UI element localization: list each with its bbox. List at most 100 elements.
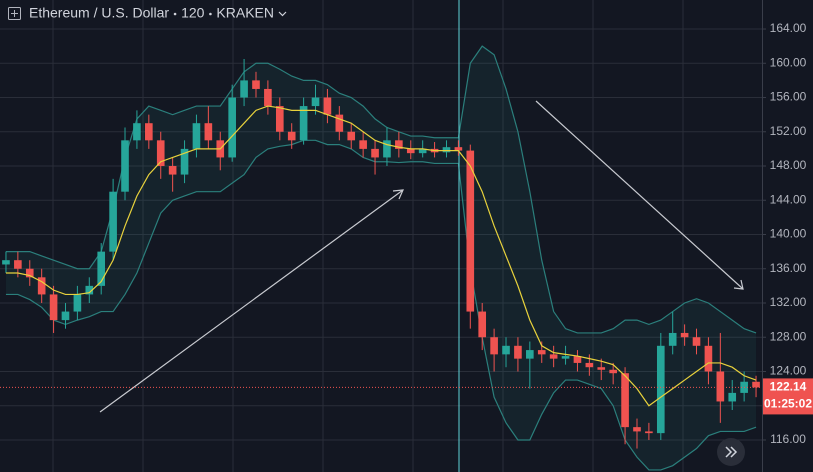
candle-body — [275, 106, 284, 132]
candle-body — [561, 356, 570, 359]
header: Ethereum / U.S. Dollar 120 KRAKEN — [8, 5, 287, 21]
candle-body — [240, 80, 248, 98]
candle-body — [73, 294, 82, 312]
last-price-box — [763, 378, 813, 415]
candle-body — [335, 114, 344, 132]
separator — [173, 12, 177, 16]
time-grid — [52, 0, 684, 472]
candle-body — [168, 166, 177, 175]
candle-body — [49, 294, 58, 321]
grid — [0, 28, 762, 441]
candle-body — [323, 97, 332, 115]
y-tick-label: 160.00 — [770, 55, 807, 69]
candle-body — [61, 311, 70, 321]
candle-body — [97, 251, 106, 286]
candle-body — [668, 332, 677, 346]
candles — [2, 58, 760, 449]
trend-arrow-up — [99, 189, 404, 413]
y-tick-label: 132.00 — [770, 295, 807, 309]
candle-body — [25, 268, 34, 278]
candle-body — [597, 367, 606, 370]
candle-body — [299, 106, 308, 141]
candle-body — [14, 260, 22, 269]
candle-body — [180, 148, 189, 175]
candle-body — [133, 123, 141, 141]
y-tick-label: 140.00 — [770, 227, 807, 241]
y-tick-label: 156.00 — [770, 90, 807, 104]
candle-body — [145, 123, 153, 141]
candle-body — [156, 140, 165, 167]
band-upper — [5, 45, 757, 334]
candle-body — [585, 362, 594, 368]
candle-body — [680, 332, 689, 338]
candle-body — [537, 350, 546, 355]
arrow-head — [733, 279, 744, 290]
candle-body — [490, 337, 498, 355]
scroll-button[interactable] — [717, 438, 745, 466]
candle-body — [442, 147, 451, 153]
dropdown-chevron[interactable] — [278, 11, 287, 17]
last-price: 122.14 01:25:02 — [0, 378, 813, 415]
candle-body — [85, 285, 94, 295]
y-tick-label: 128.00 — [770, 329, 807, 343]
candle-body — [502, 345, 510, 355]
symbol-title: Ethereum / U.S. Dollar — [29, 5, 169, 21]
band-lower — [5, 139, 757, 471]
exchange: KRAKEN — [216, 5, 274, 21]
candle-body — [573, 356, 582, 363]
candle-body — [192, 123, 201, 149]
expand-icon[interactable] — [8, 7, 21, 20]
candle-body — [645, 431, 653, 434]
candle-body — [287, 131, 296, 141]
candle-body — [359, 140, 367, 149]
candle-body — [371, 148, 379, 158]
separator — [209, 12, 212, 16]
trend-arrow-down — [535, 100, 744, 290]
candle-body — [406, 148, 415, 154]
candle-body — [514, 345, 522, 359]
candle-body — [621, 373, 629, 428]
y-tick-label: 116.00 — [770, 432, 806, 446]
candle-body — [109, 191, 117, 252]
y-tick-label: 152.00 — [770, 124, 807, 138]
candle-body — [704, 345, 713, 372]
moving-average — [5, 105, 757, 407]
candle-body — [526, 350, 534, 359]
price-axis-labels: 116.00120.00124.00128.00132.00136.00140.… — [762, 21, 807, 446]
y-tick-label: 148.00 — [770, 158, 807, 172]
y-tick-label: 164.00 — [770, 21, 807, 35]
candle-body — [37, 277, 46, 295]
candle-body — [347, 131, 356, 141]
candle-body — [549, 354, 558, 359]
candle-body — [228, 97, 236, 158]
candle-body — [466, 150, 475, 312]
chevron — [725, 446, 733, 458]
candle-body — [633, 427, 641, 432]
candle-body — [656, 345, 665, 434]
arrow-head — [392, 189, 404, 200]
candle-body — [692, 337, 701, 346]
candle-body — [395, 140, 403, 149]
chevron — [730, 446, 738, 458]
last-price-label: 122.14 — [770, 380, 807, 394]
candle-body — [121, 140, 129, 192]
ma-line — [5, 105, 757, 407]
candle-body — [383, 140, 391, 158]
interval: 120 — [181, 5, 205, 21]
candle-body — [264, 88, 272, 107]
bollinger-bands — [5, 45, 757, 471]
bar-countdown: 01:25:02 — [764, 397, 812, 411]
candle-body — [752, 381, 760, 388]
candle-body — [454, 147, 463, 151]
band-fill — [5, 46, 757, 470]
trend-arrows — [99, 100, 744, 413]
candle-body — [311, 97, 320, 107]
candle-body — [2, 260, 10, 265]
candle-body — [478, 311, 487, 338]
y-tick-label: 124.00 — [770, 364, 807, 378]
y-tick-label: 144.00 — [770, 192, 807, 206]
candle-body — [204, 123, 213, 141]
